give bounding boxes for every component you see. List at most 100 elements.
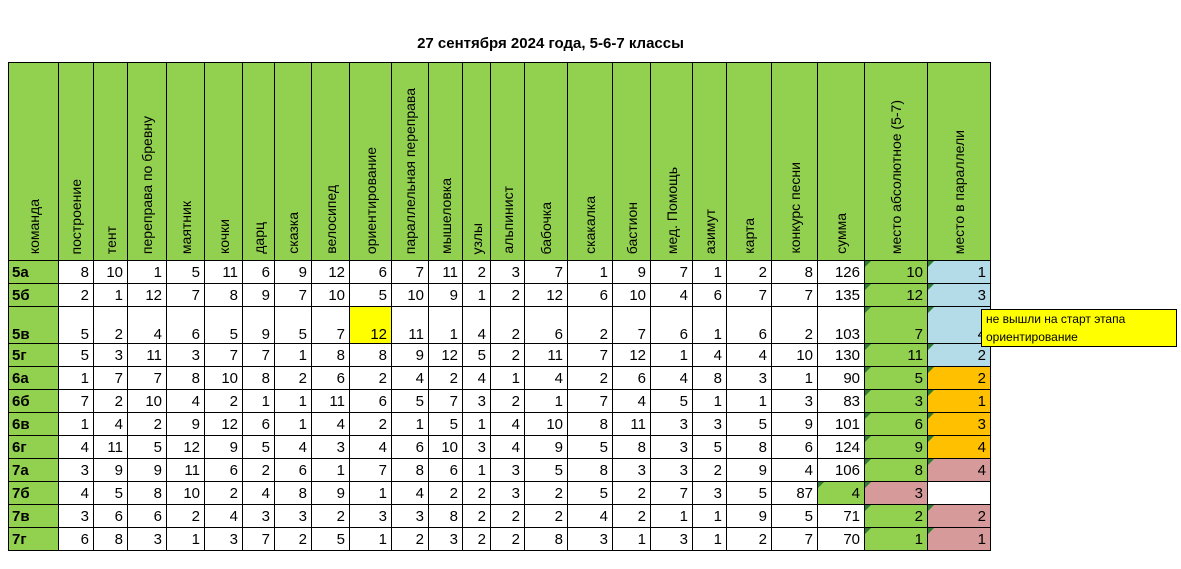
table-cell: 5 (204, 306, 243, 344)
table-cell: 6 (567, 283, 613, 307)
table-cell: 8 (428, 504, 463, 528)
table-cell: 87 (771, 481, 818, 505)
table-cell: 1 (462, 283, 491, 307)
table-cell: 3 (204, 527, 243, 551)
column-header-label: мышеловка (437, 177, 454, 254)
column-header-label: мед. Помощь (663, 166, 680, 254)
column-header-label: дарц (250, 222, 267, 254)
table-cell: 1 (274, 389, 312, 413)
table-cell: 7 (127, 366, 167, 390)
table-cell: 5г (8, 343, 59, 367)
table-cell: 5в (8, 306, 59, 344)
table-cell: 1 (612, 527, 651, 551)
table-cell: 9 (204, 435, 243, 459)
table-cell: 8 (349, 343, 392, 367)
table-cell: 8 (274, 481, 312, 505)
table-cell: 8 (391, 458, 429, 482)
table-row: 7б 4 5 8 10 2 4 8 9 1 4 2 2 3 2 5 2 7 3 5 87 4 3 (8, 481, 991, 505)
table-cell: 2 (93, 389, 128, 413)
column-header: бабочка (524, 62, 568, 261)
note-line-2: ориентирование (986, 330, 1078, 344)
table-cell: 5 (58, 343, 94, 367)
table-cell: 71 (817, 504, 865, 528)
table-cell: 4 (58, 435, 94, 459)
table-cell: 2 (612, 481, 651, 505)
table-cell: 11 (204, 260, 243, 284)
table-cell: 2 (490, 283, 525, 307)
table-cell: 1 (726, 389, 772, 413)
table-cell: 9 (771, 412, 818, 436)
table-cell: 3 (58, 458, 94, 482)
table-cell: 8 (567, 412, 613, 436)
table-cell: 3 (567, 527, 613, 551)
table-cell: 5 (127, 435, 167, 459)
table-cell: 4 (311, 412, 350, 436)
table-cell: 1 (274, 343, 312, 367)
table-cell: 3 (692, 481, 727, 505)
table-cell: 7 (242, 527, 275, 551)
table-cell: 1 (58, 366, 94, 390)
table-cell: 4 (524, 366, 568, 390)
table-cell: 1 (349, 481, 392, 505)
table-cell: 7 (726, 283, 772, 307)
table-cell: 11 (93, 435, 128, 459)
table-cell: 6г (8, 435, 59, 459)
table-cell: 11 (864, 343, 928, 367)
table-cell: 4 (462, 306, 491, 344)
column-header: маятник (166, 62, 205, 261)
table-cell: 9 (726, 504, 772, 528)
table-cell: 6 (428, 458, 463, 482)
table-cell: 10 (127, 389, 167, 413)
table-cell: 4 (726, 343, 772, 367)
table-cell: 7 (650, 260, 693, 284)
table-cell: 6 (242, 260, 275, 284)
column-header-label: азимут (701, 208, 718, 254)
table-cell: 9 (242, 306, 275, 344)
table-cell: 5 (242, 435, 275, 459)
table-cell: 1 (524, 389, 568, 413)
table-row: 7в 3 6 6 2 4 3 3 2 3 3 8 2 2 2 4 2 1 1 9 5 71 2 2 (8, 504, 991, 528)
table-cell: 10 (311, 283, 350, 307)
table-cell: 10 (166, 481, 205, 505)
column-header-label: альпинист (499, 186, 516, 254)
table-cell: 5 (349, 283, 392, 307)
table-cell: 1 (242, 389, 275, 413)
table-cell: 4 (462, 366, 491, 390)
table-cell: 8 (58, 260, 94, 284)
table-cell: 7 (771, 527, 818, 551)
table-cell: 3 (927, 412, 991, 436)
table-cell: 2 (462, 504, 491, 528)
column-header: переправа по бревну (127, 62, 167, 261)
table-cell: 9 (242, 283, 275, 307)
table-cell (927, 481, 991, 505)
column-header: альпинист (490, 62, 525, 261)
table-cell: 6 (242, 412, 275, 436)
table-cell: 9 (391, 343, 429, 367)
column-header-label: конкурс песни (786, 162, 803, 254)
table-cell: 1 (771, 366, 818, 390)
table-cell: 4 (927, 306, 991, 344)
table-cell: 5 (311, 527, 350, 551)
table-cell: 1 (391, 412, 429, 436)
table-cell: 11 (428, 260, 463, 284)
table-cell: 1 (927, 527, 991, 551)
table-cell: 4 (93, 412, 128, 436)
column-header: мед. Помощь (650, 62, 693, 261)
table-cell: 2 (311, 504, 350, 528)
table-cell: 4 (692, 343, 727, 367)
table-cell: 12 (349, 306, 392, 344)
table-cell: 7а (8, 458, 59, 482)
table-cell: 12 (127, 283, 167, 307)
table-cell: 9 (166, 412, 205, 436)
table-cell: 3 (692, 412, 727, 436)
table-cell: 2 (726, 527, 772, 551)
table-cell: 5а (8, 260, 59, 284)
table-cell: 2 (462, 481, 491, 505)
table-cell: 7 (650, 481, 693, 505)
column-header: место в параллели (927, 62, 991, 261)
column-header: ориентирование (349, 62, 392, 261)
table-cell: 1 (650, 504, 693, 528)
table-cell: 106 (817, 458, 865, 482)
table-cell: 1 (462, 458, 491, 482)
column-header: скакалка (567, 62, 613, 261)
